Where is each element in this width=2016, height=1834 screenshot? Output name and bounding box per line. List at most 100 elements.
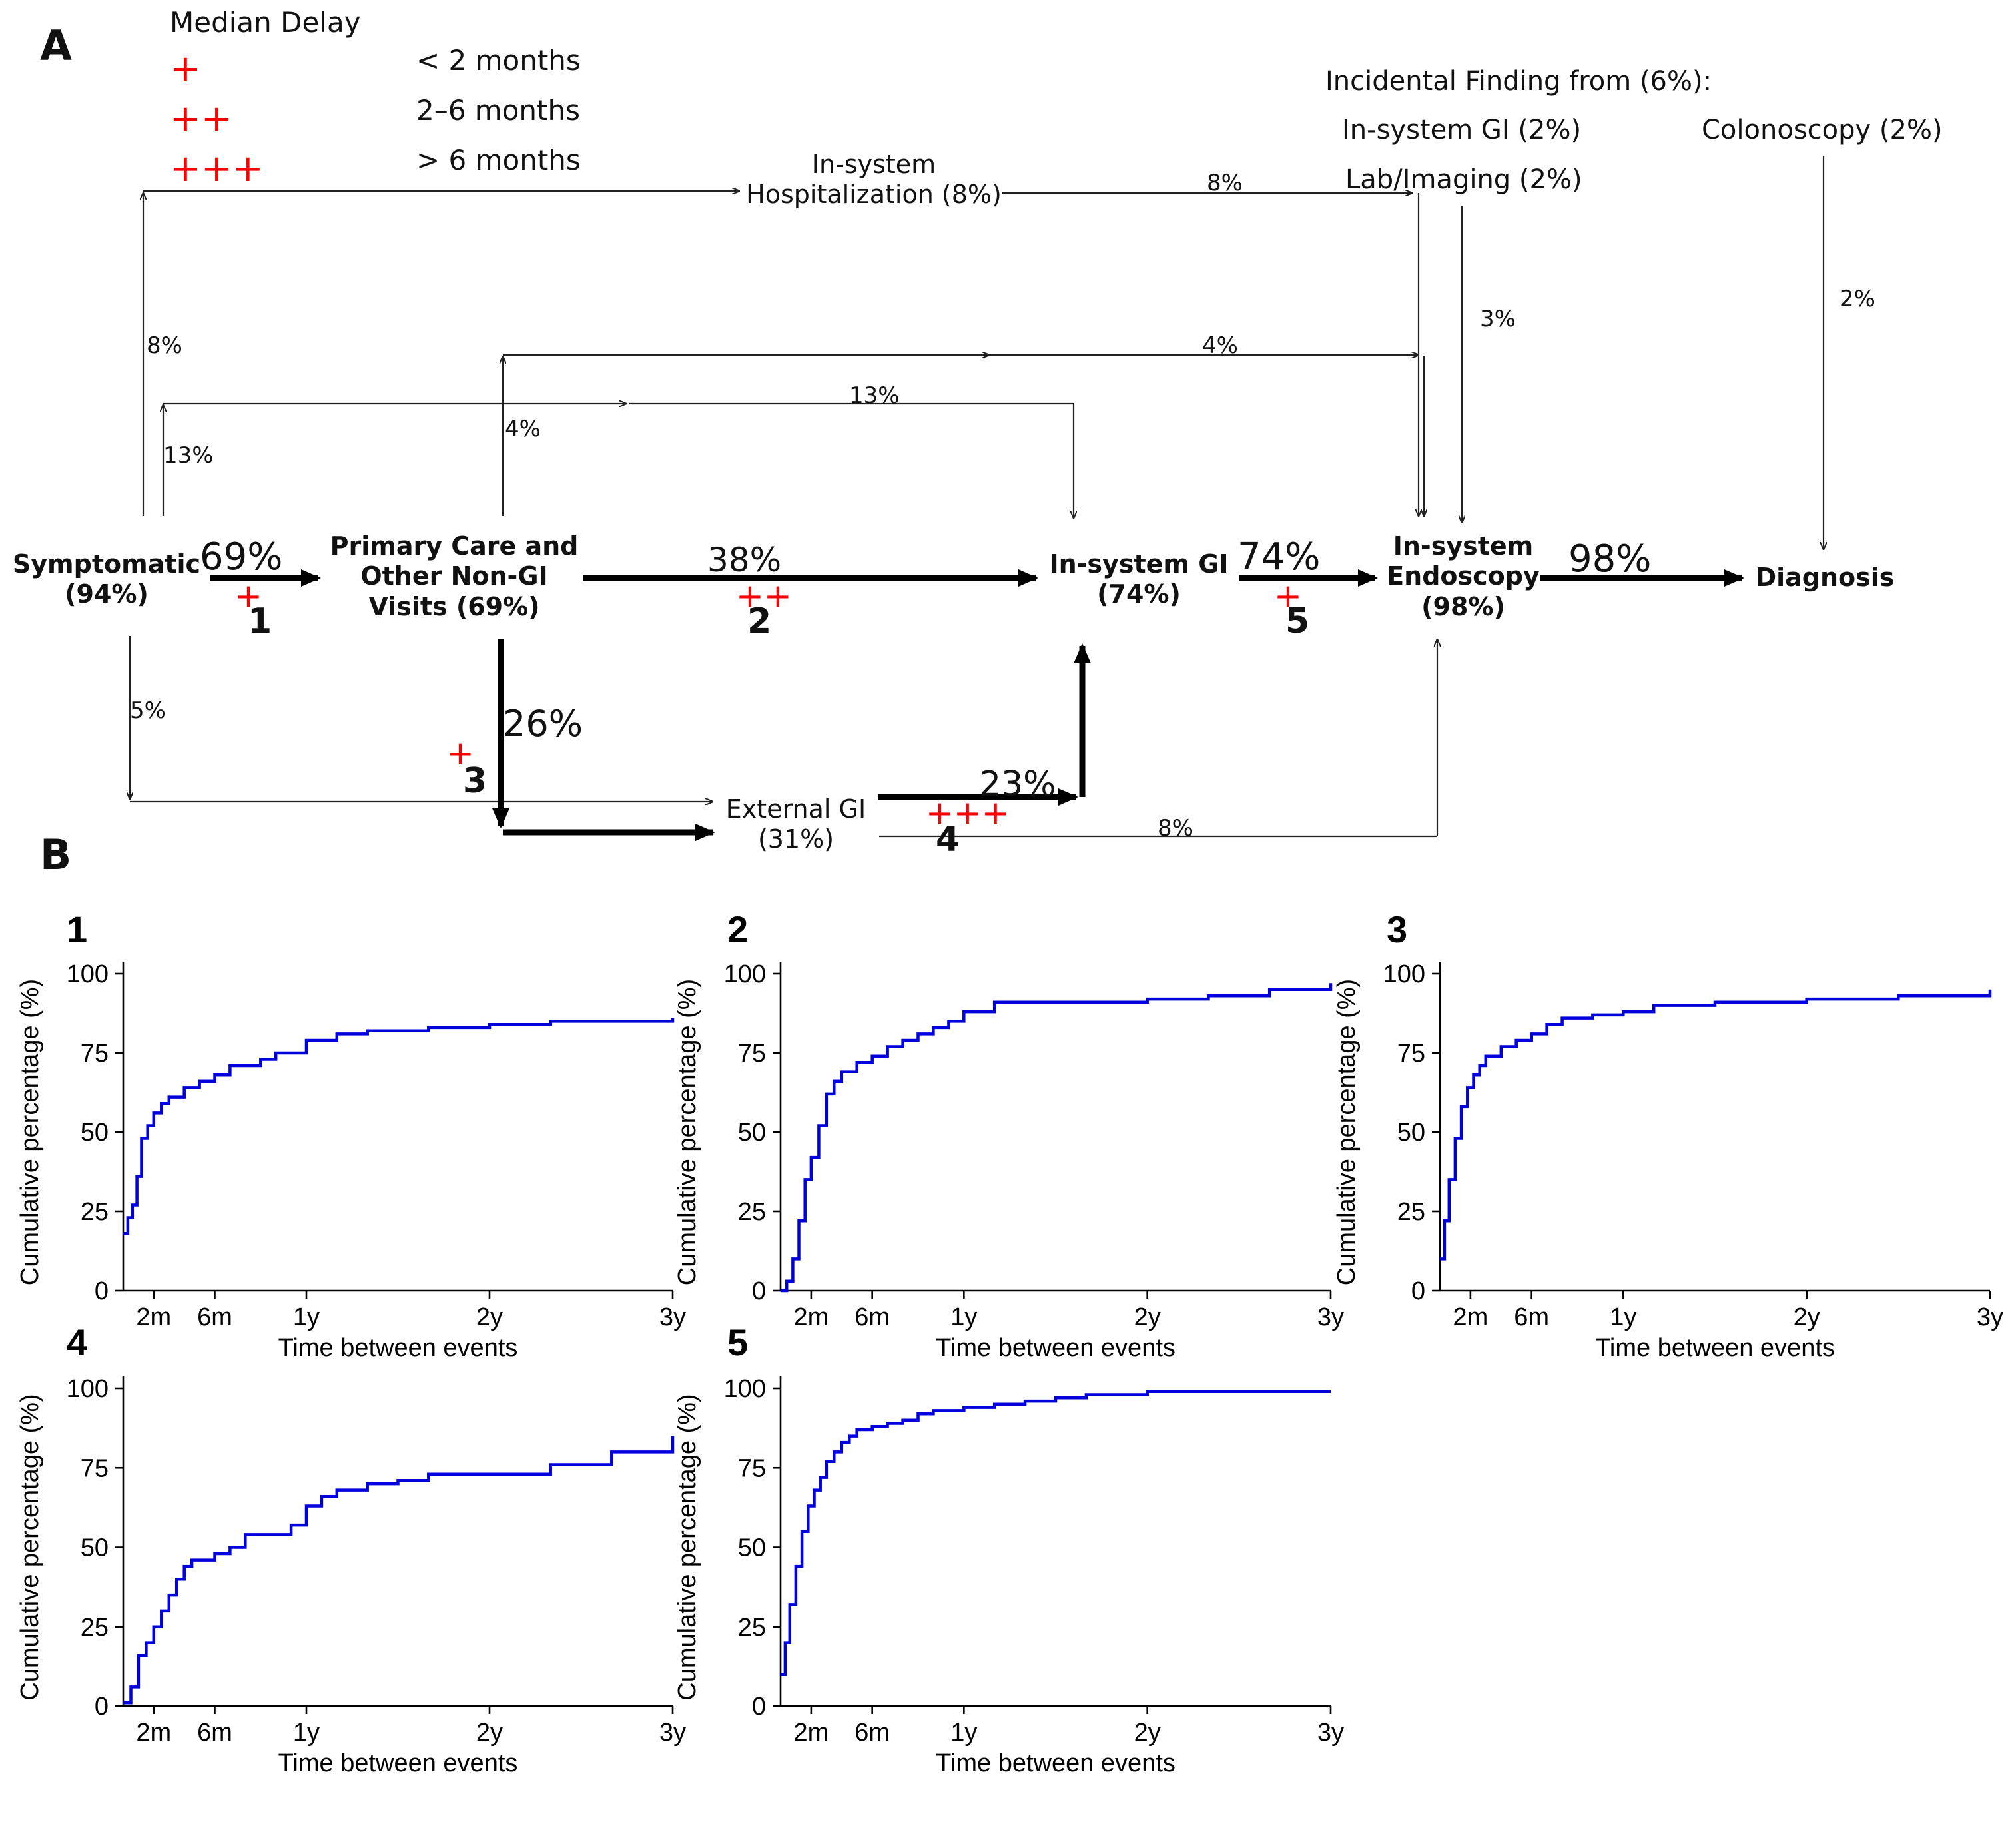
chart-4: 4 0 25 50 75 100 2m 6m 1y 2y 3y Time between events… [16, 1321, 686, 1777]
x-tick-label: 2y [476, 1303, 503, 1331]
incidental-lab: Lab/Imaging (2%) [1345, 164, 1582, 195]
node-primary-line2: Other Non-GI [360, 561, 547, 591]
legend-symbol-1: + [170, 47, 201, 91]
panel-label-a: A [40, 21, 72, 70]
flow-38: 38% [707, 541, 781, 579]
x-tick-label: 2y [1134, 1303, 1161, 1331]
y-axis-label: Cumulative percentage (%) [673, 979, 701, 1285]
x-tick-label: 1y [950, 1303, 977, 1331]
delay-5-mark: + [1274, 577, 1302, 615]
chart-3: 3 0 25 50 75 100 2m 6m 1y 2y 3y Time between events… [1333, 908, 2003, 1362]
legend-symbol-2: ++ [170, 97, 232, 141]
node-insystem-gi-line1: In-system GI [1049, 549, 1228, 579]
chart-4-label: 4 [67, 1321, 87, 1363]
node-endoscopy-line3: (98%) [1421, 592, 1505, 621]
node-endoscopy: In-system Endoscopy (98%) [1387, 531, 1540, 621]
node-hosp-line1: In-system [812, 150, 936, 179]
node-symptomatic-line1: Symptomatic [13, 549, 200, 579]
y-tick-label: 0 [95, 1693, 109, 1721]
delay-5-num: 5 [1285, 601, 1309, 641]
cumulative-curve [781, 983, 1333, 1293]
y-tick-label: 25 [738, 1198, 766, 1226]
flow-23: 23% [979, 764, 1056, 804]
node-primary-line3: Visits (69%) [368, 592, 539, 621]
x-tick-label: 6m [854, 1303, 890, 1331]
thick-flows [210, 569, 1744, 841]
y-tick-label: 0 [1411, 1277, 1425, 1305]
node-primary-line1: Primary Care and [330, 531, 579, 561]
x-axis-label: Time between events [936, 1334, 1176, 1362]
x-tick-label: 2m [136, 1303, 171, 1331]
flow-lab-3: 3% [1480, 306, 1516, 332]
y-tick-label: 50 [81, 1119, 109, 1147]
incidental-colonoscopy: Colonoscopy (2%) [1702, 115, 1943, 145]
chart-2-label: 2 [727, 908, 748, 950]
x-tick-label: 1y [293, 1303, 320, 1331]
y-axis-label: Cumulative percentage (%) [673, 1394, 701, 1700]
node-symptomatic-line2: (94%) [65, 579, 149, 609]
y-axis-label: Cumulative percentage (%) [16, 979, 44, 1285]
node-external-gi-line1: External GI [726, 794, 866, 824]
chart-1: 1 0 25 50 75 100 2m 6m 1y 2y 3y Time between events… [16, 908, 686, 1362]
cumulative-curve [1440, 989, 1992, 1261]
x-tick-label: 2y [1794, 1303, 1820, 1331]
incidental-gi: In-system GI (2%) [1342, 115, 1581, 145]
flow-prim-4: 4% [505, 416, 541, 442]
node-insystem-gi: In-system GI (74%) [1049, 549, 1228, 609]
x-tick-label: 3y [1317, 1719, 1344, 1747]
x-axis-label: Time between events [278, 1749, 518, 1777]
flow-ext-8: 8% [1158, 815, 1193, 842]
cumulative-curve [123, 1018, 675, 1235]
flow-endo-4: 4% [1202, 332, 1238, 359]
chart-3-label: 3 [1387, 908, 1407, 950]
y-tick-label: 0 [752, 1693, 766, 1721]
legend-label-3: > 6 months [416, 144, 581, 176]
node-hosp-line2: Hospitalization (8%) [746, 180, 1002, 209]
flow-percentages-large: 69% 38% 26% 23% 74% 98% [200, 535, 1651, 804]
thin-connectors [130, 156, 1824, 838]
y-tick-label: 50 [81, 1534, 109, 1562]
y-axis-label: Cumulative percentage (%) [16, 1394, 44, 1700]
delay-3-mark: + [446, 734, 474, 772]
flow-hosp-8: 8% [147, 332, 182, 359]
flow-98: 98% [1568, 537, 1651, 581]
x-tick-label: 3y [659, 1303, 686, 1331]
delay-3-num: 3 [463, 761, 487, 801]
node-hospitalization: In-system Hospitalization (8%) [746, 150, 1002, 209]
x-axis-label: Time between events [936, 1749, 1176, 1777]
y-tick-label: 25 [81, 1198, 109, 1226]
cumulative-curve [123, 1436, 675, 1705]
node-insystem-gi-line2: (74%) [1097, 579, 1181, 609]
flow-percentages-small: 8% 8% 4% 4% 13% 13% 5% 8% 3% 2% [130, 170, 1875, 842]
x-tick-label: 3y [1317, 1303, 1344, 1331]
x-tick-label: 2y [1134, 1719, 1161, 1747]
x-tick-label: 1y [293, 1719, 320, 1747]
x-tick-label: 2m [1453, 1303, 1488, 1331]
y-tick-label: 75 [1397, 1040, 1425, 1068]
cumulative-curve [781, 1390, 1331, 1676]
y-tick-label: 100 [67, 1375, 109, 1403]
y-axis-label: Cumulative percentage (%) [1333, 979, 1361, 1285]
y-tick-label: 75 [81, 1454, 109, 1482]
flow-74: 74% [1237, 535, 1320, 579]
x-tick-label: 2m [136, 1719, 171, 1747]
y-tick-label: 100 [1383, 960, 1425, 988]
legend-symbol-3: +++ [170, 147, 264, 190]
x-tick-label: 1y [950, 1719, 977, 1747]
x-tick-label: 6m [1514, 1303, 1549, 1331]
y-tick-label: 75 [738, 1040, 766, 1068]
node-endoscopy-line2: Endoscopy [1387, 561, 1540, 591]
delay-2-mark: ++ [736, 577, 792, 615]
flow-sym-5: 5% [130, 697, 166, 724]
x-tick-label: 2m [793, 1719, 829, 1747]
legend-label-2: 2–6 months [416, 94, 580, 127]
node-primary-care: Primary Care and Other Non-GI Visits (69… [330, 531, 579, 621]
y-tick-label: 0 [95, 1277, 109, 1305]
y-tick-label: 100 [67, 960, 109, 988]
chart-5-label: 5 [727, 1321, 748, 1363]
y-tick-label: 100 [724, 960, 766, 988]
flow-colon-2: 2% [1840, 286, 1875, 312]
